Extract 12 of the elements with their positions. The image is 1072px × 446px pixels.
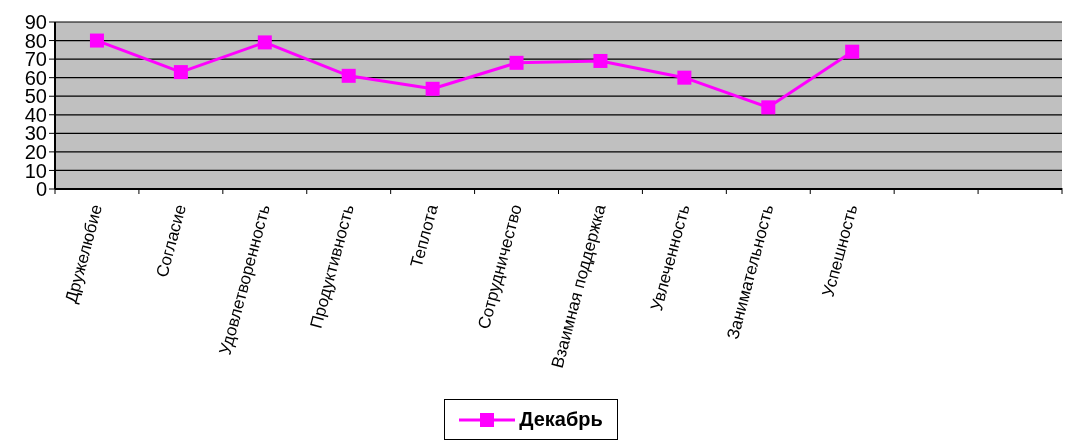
- point: [341, 68, 356, 83]
- x-tick-label: Теплота: [406, 202, 442, 270]
- point: [677, 70, 692, 85]
- point: [761, 100, 776, 115]
- point: [173, 65, 188, 80]
- legend-label: Декабрь: [518, 408, 603, 431]
- point: [509, 55, 524, 70]
- point: [845, 44, 860, 59]
- point: [89, 33, 104, 48]
- point: [425, 81, 440, 96]
- point: [257, 35, 272, 50]
- point: [593, 53, 608, 68]
